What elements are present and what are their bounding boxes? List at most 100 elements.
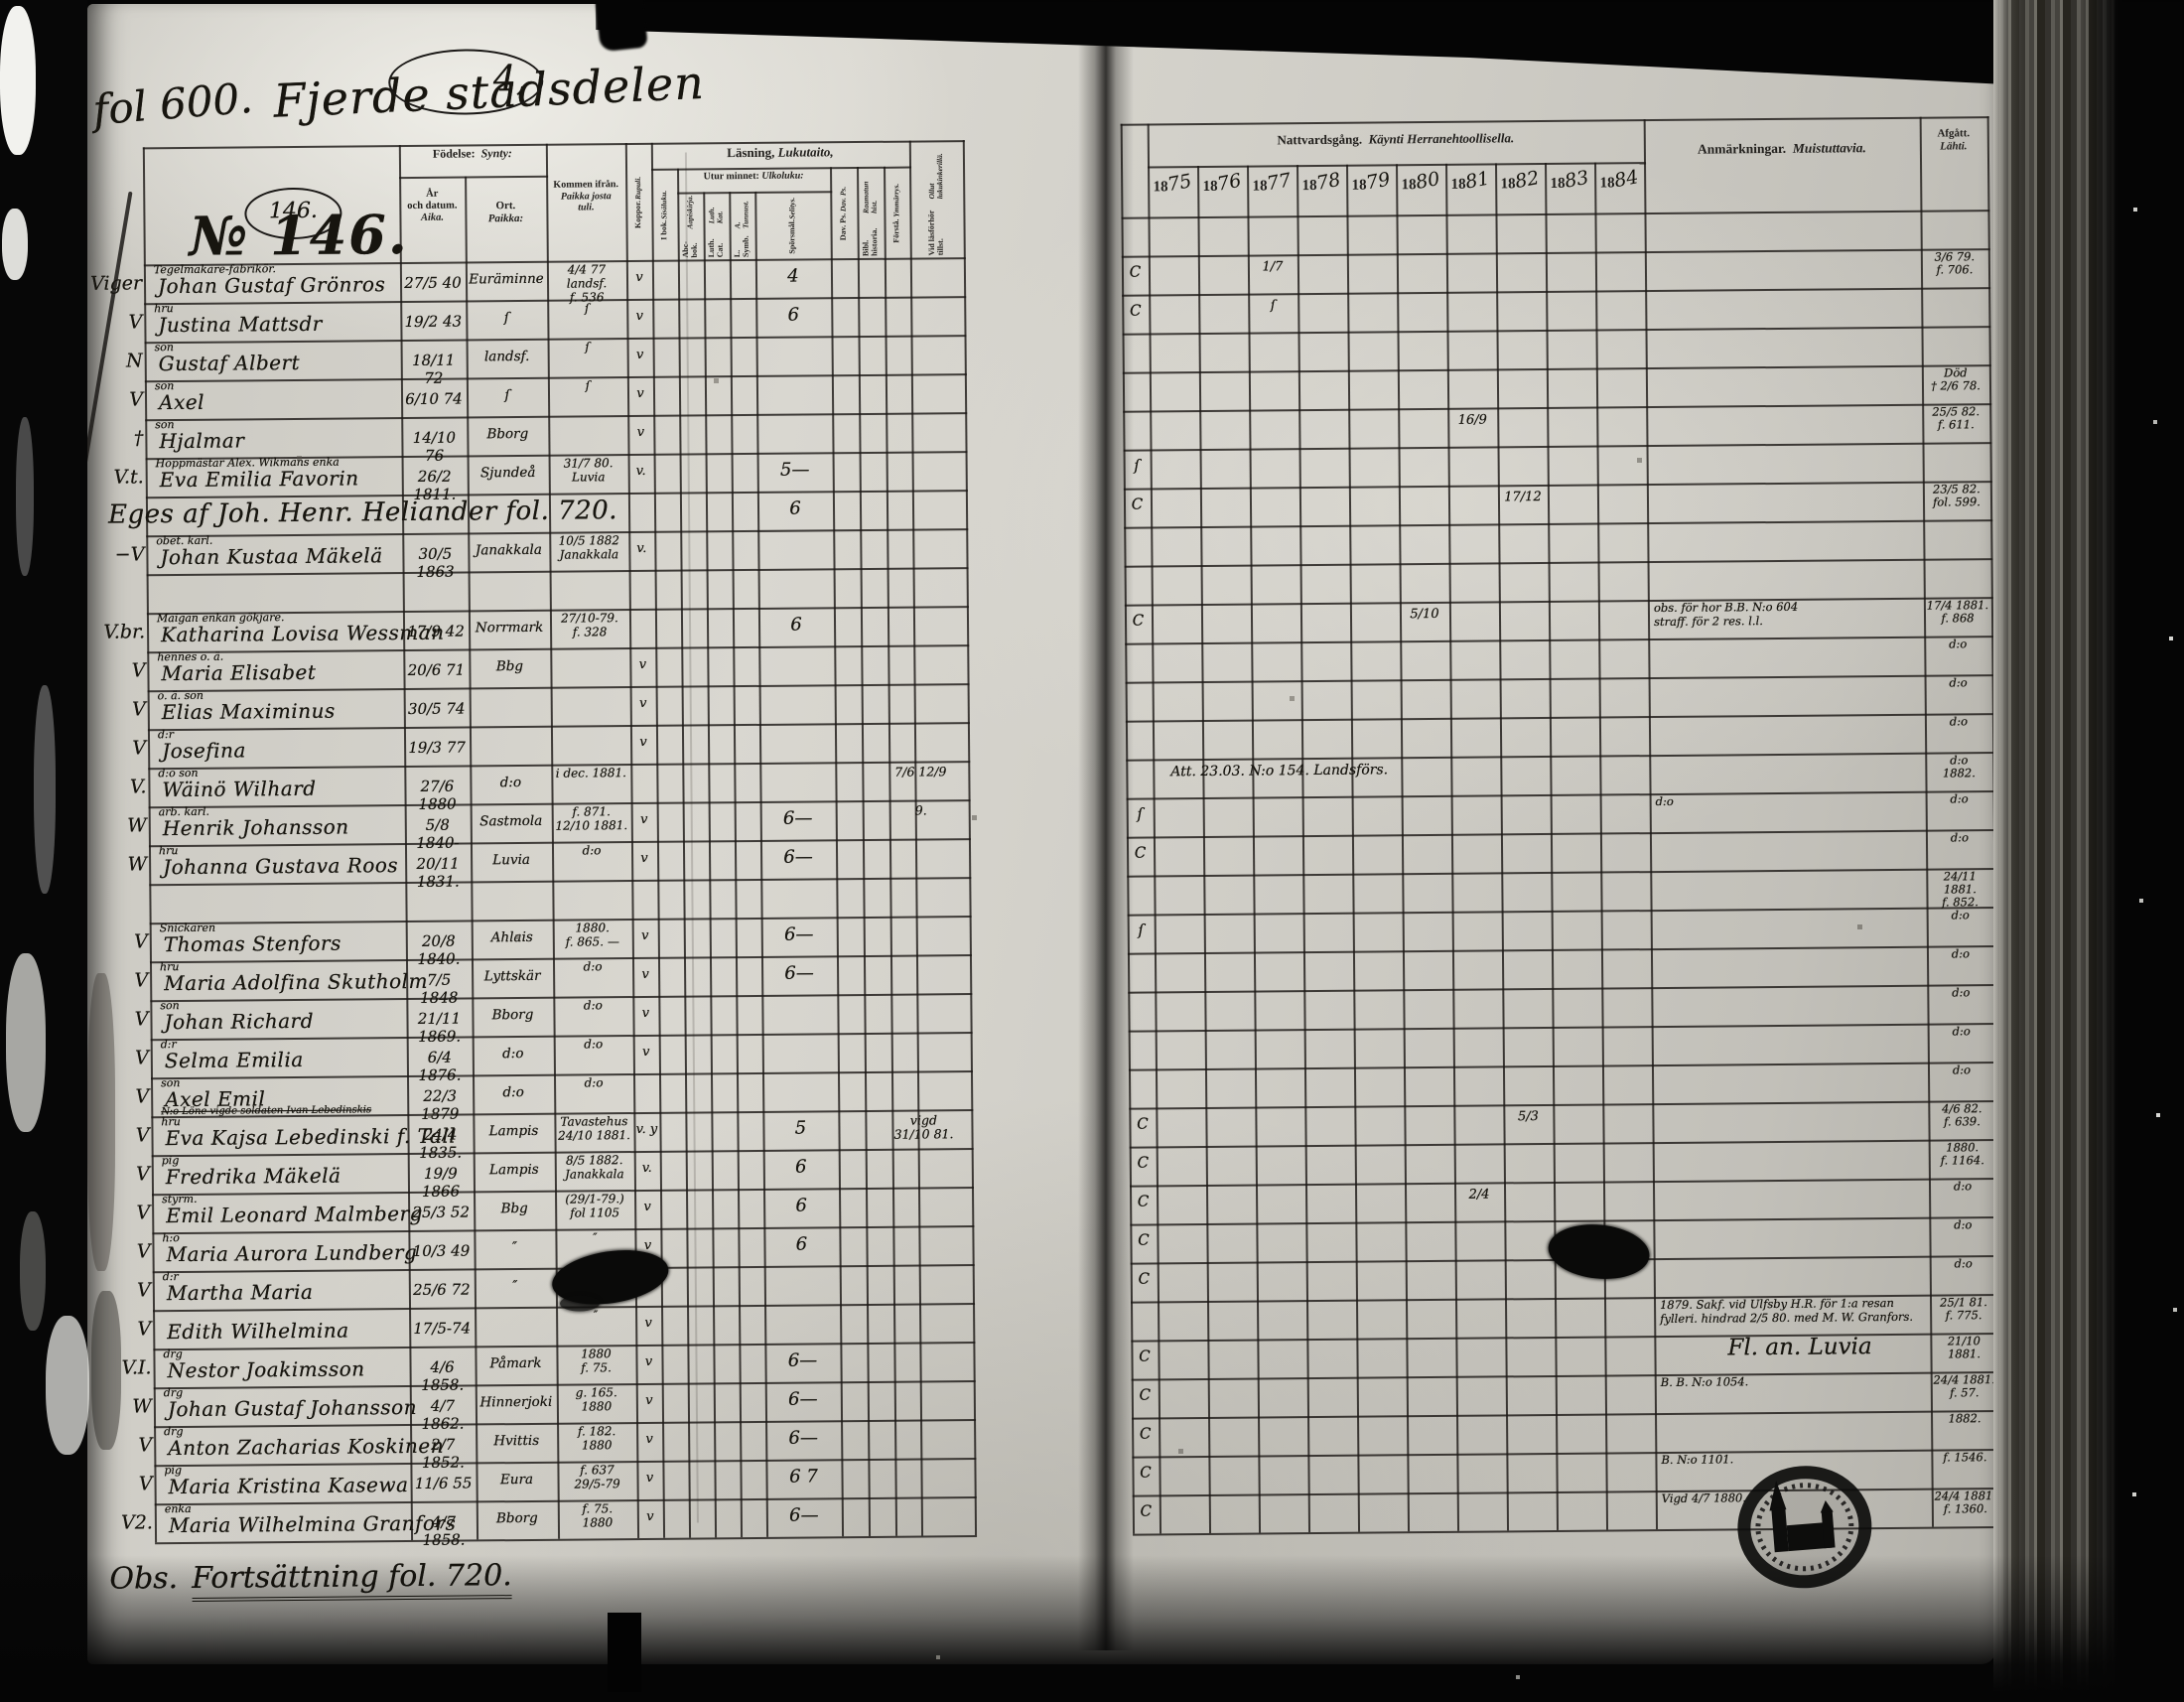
birth-place: Hvittis (493, 1432, 540, 1450)
margin-mark: V.t. (113, 466, 144, 489)
column-header-abcbook: Abc-bok. Aapiskirja. (677, 195, 704, 257)
birth-place: ″ (511, 1239, 518, 1256)
arrived-from: ″ (593, 1308, 599, 1323)
person-name: Maria Kristina Kasewa (168, 1473, 409, 1499)
birth-place: Luvia (492, 851, 530, 869)
margin-mark: V2. (120, 1511, 154, 1534)
birth-place: Janakkala (475, 541, 542, 559)
departed-note: 23/5 82. fol. 599. (1932, 482, 1980, 509)
header-label: Muistuttavia. (1792, 140, 1866, 156)
arrived-from: f. 871. 12/10 1881. (555, 804, 628, 833)
arrived-from: (29/1-79.) fol 1105 (565, 1192, 624, 1220)
header-label: Synty: (480, 146, 512, 161)
page-edge-smudge (91, 1291, 121, 1450)
remark-note: obs. för hor B.B. N:o 604 straff. för 2 … (1653, 599, 1799, 629)
smallpox-mark: v (644, 1353, 653, 1369)
catechism-grade: 6 (794, 1156, 807, 1178)
film-blotch (0, 6, 36, 155)
communion-mark: C (1140, 1463, 1152, 1482)
book-fore-edge (1993, 0, 2122, 1692)
arrived-from: f. 75. 1880 (582, 1501, 614, 1530)
birth-place: Lyttskär (483, 967, 541, 985)
grid-line (1120, 116, 1989, 126)
departed-note: 3/6 79. f. 706. (1934, 249, 1976, 277)
catechism-grade: 6— (783, 846, 813, 868)
birth-place: ſ (504, 387, 510, 404)
smallpox-mark: v (639, 811, 648, 827)
film-blotch (6, 953, 46, 1132)
birth-place: Lampis (488, 1161, 539, 1179)
column-label: Aapiskirja. (685, 195, 695, 229)
smallpox-mark: v (643, 1199, 651, 1214)
film-blotch (16, 417, 34, 576)
person-name: Maria Aurora Lundberg (166, 1239, 418, 1267)
birth-date: 25/3 52 (412, 1203, 471, 1221)
person-name: Elias Maximinus (161, 698, 336, 725)
departed-note: 24/11 1881. f. 852. (1942, 869, 1979, 910)
column-header-comprehension: Förstå. Ymmärrys. (884, 171, 910, 256)
communion-date-mark: 1/7 (1262, 259, 1284, 275)
page-mark-circle: 4, (387, 48, 544, 116)
margin-mark: V. (129, 776, 147, 798)
column-label: I bok. (659, 219, 669, 240)
year-suffix: 83 (1563, 166, 1591, 193)
catechism-grade: 6— (782, 807, 813, 829)
person-name: Thomas Stenfors (163, 930, 341, 957)
departed-note: 1882. (1948, 1411, 1981, 1426)
header-label: Lähti. (1940, 139, 1968, 153)
person-name: Anton Zacharias Koskinen (168, 1433, 445, 1461)
examination-note: vigd 31/10 81. (893, 1112, 954, 1142)
arrived-from: ſ (585, 378, 591, 393)
departed-note: 25/5 82. f. 611. (1932, 404, 1980, 432)
column-label: A. Tunnust. (733, 200, 751, 228)
film-blotch (46, 1316, 89, 1455)
person-name: Eva Emilia Favorin (159, 466, 359, 493)
birth-place: Bborg (495, 1509, 538, 1527)
person-name: Justina Mattsdr (158, 311, 323, 338)
smallpox-mark: v (645, 1431, 653, 1447)
catechism-grade: 5 (794, 1117, 807, 1139)
smallpox-mark: v (636, 424, 645, 440)
year-prefix: 18 (1450, 176, 1466, 193)
arrived-from: 31/7 80. Luvia (563, 456, 614, 485)
person-name: Eges af Joh. Henr. Heliander fol. 720. (107, 496, 618, 530)
birth-place: Ahlais (490, 928, 533, 946)
catechism-grade: 6 (795, 1233, 808, 1255)
film-blotch (2, 209, 28, 280)
birth-place: ″ (512, 1278, 518, 1295)
column-label: Abc-bok. (680, 241, 699, 258)
person-name: Fredrika Mäkelä (165, 1163, 341, 1190)
birth-date: 27/5 40 (404, 273, 462, 293)
year-prefix: 18 (1202, 178, 1218, 196)
page-edge-smudge (87, 973, 115, 1271)
year-prefix: 18 (1401, 177, 1417, 194)
catechism-grade: 6 (795, 1195, 807, 1216)
header-label: Käynti Herranehtoollisella. (1368, 130, 1515, 147)
catechism-grade: 6— (789, 1504, 819, 1526)
communion-date-mark: ſ (1270, 298, 1276, 314)
person-name: Johan Kustaa Mäkelä (160, 543, 383, 570)
catechism-grade: 6— (787, 1349, 818, 1371)
smallpox-mark: v (645, 1470, 654, 1486)
margin-mark: W (127, 814, 147, 837)
departed-note: d:o (1951, 946, 1971, 961)
column-label: Selitys. (787, 197, 797, 219)
header-birth-place: Ort. Paikka: (465, 200, 546, 225)
smallpox-mark: v (642, 1044, 650, 1060)
person-name: Johan Richard (164, 1008, 315, 1035)
birth-place: d:o (502, 1084, 524, 1101)
arrived-from: f. 637 29/5-79 (574, 1463, 620, 1491)
birth-date: 6/10 74 (405, 389, 463, 409)
person-name: Maria Adolfina Skutholm (164, 968, 429, 996)
departed-note: d:o (1954, 1217, 1973, 1232)
arrived-from: d:o (583, 998, 603, 1013)
person-name: Johanna Gustava Roos (163, 853, 399, 880)
departed-note: 25/1 81. f. 775. (1940, 1295, 1987, 1323)
column-header-psalms: Dav. Ps. Dav. Ps. (830, 171, 858, 256)
column-header-catechism: Luth. Cat. Luth. Kat. (703, 195, 730, 258)
year-suffix: 79 (1364, 168, 1393, 195)
header-label: Paikka: (487, 212, 524, 224)
header-label: Aika. (420, 212, 445, 224)
